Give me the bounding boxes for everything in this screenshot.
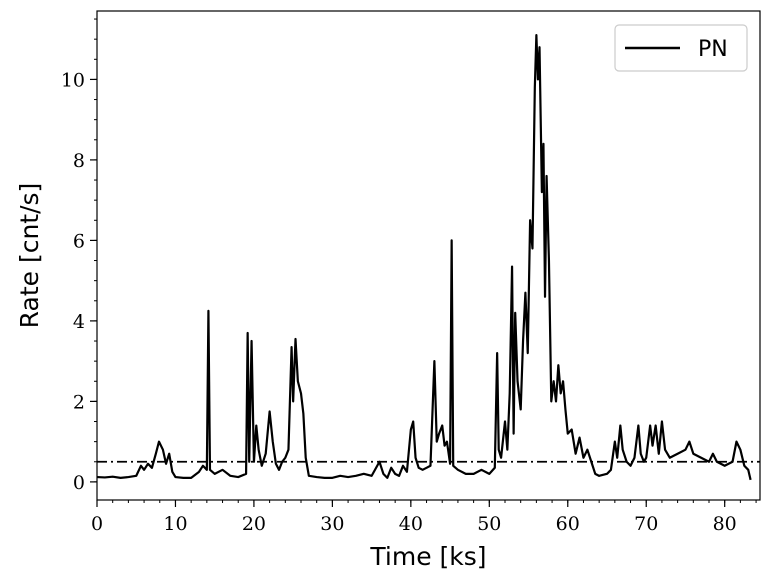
x-tick-label: 20 [242, 513, 266, 535]
x-tick-label: 10 [163, 513, 187, 535]
y-tick-label: 10 [61, 69, 85, 91]
x-tick-label: 50 [477, 513, 501, 535]
x-tick-label: 40 [399, 513, 423, 535]
x-tick-label: 60 [556, 513, 580, 535]
series-line-pn [96, 34, 752, 481]
y-tick-label: 2 [73, 391, 85, 413]
x-axis-label: Time [ks] [369, 542, 486, 571]
y-tick-label: 4 [73, 311, 85, 333]
legend: PN [614, 24, 748, 72]
x-tick-label: 70 [634, 513, 658, 535]
x-tick-label: 80 [713, 513, 737, 535]
legend-box [614, 24, 748, 72]
legend-label-pn: PN [698, 37, 728, 62]
x-tick-label: 30 [320, 513, 344, 535]
y-tick-label: 0 [73, 472, 85, 494]
x-axis: 0 10 20 30 40 50 60 70 80 [91, 500, 757, 535]
x-tick-label: 0 [91, 513, 103, 535]
y-axis: 0 2 4 6 8 10 [61, 18, 97, 494]
y-tick-label: 8 [73, 150, 85, 172]
series-layer [96, 34, 752, 481]
y-tick-label: 6 [73, 230, 85, 252]
plot-frame [96, 10, 761, 501]
y-axis-label: Rate [cnt/s] [15, 183, 44, 329]
